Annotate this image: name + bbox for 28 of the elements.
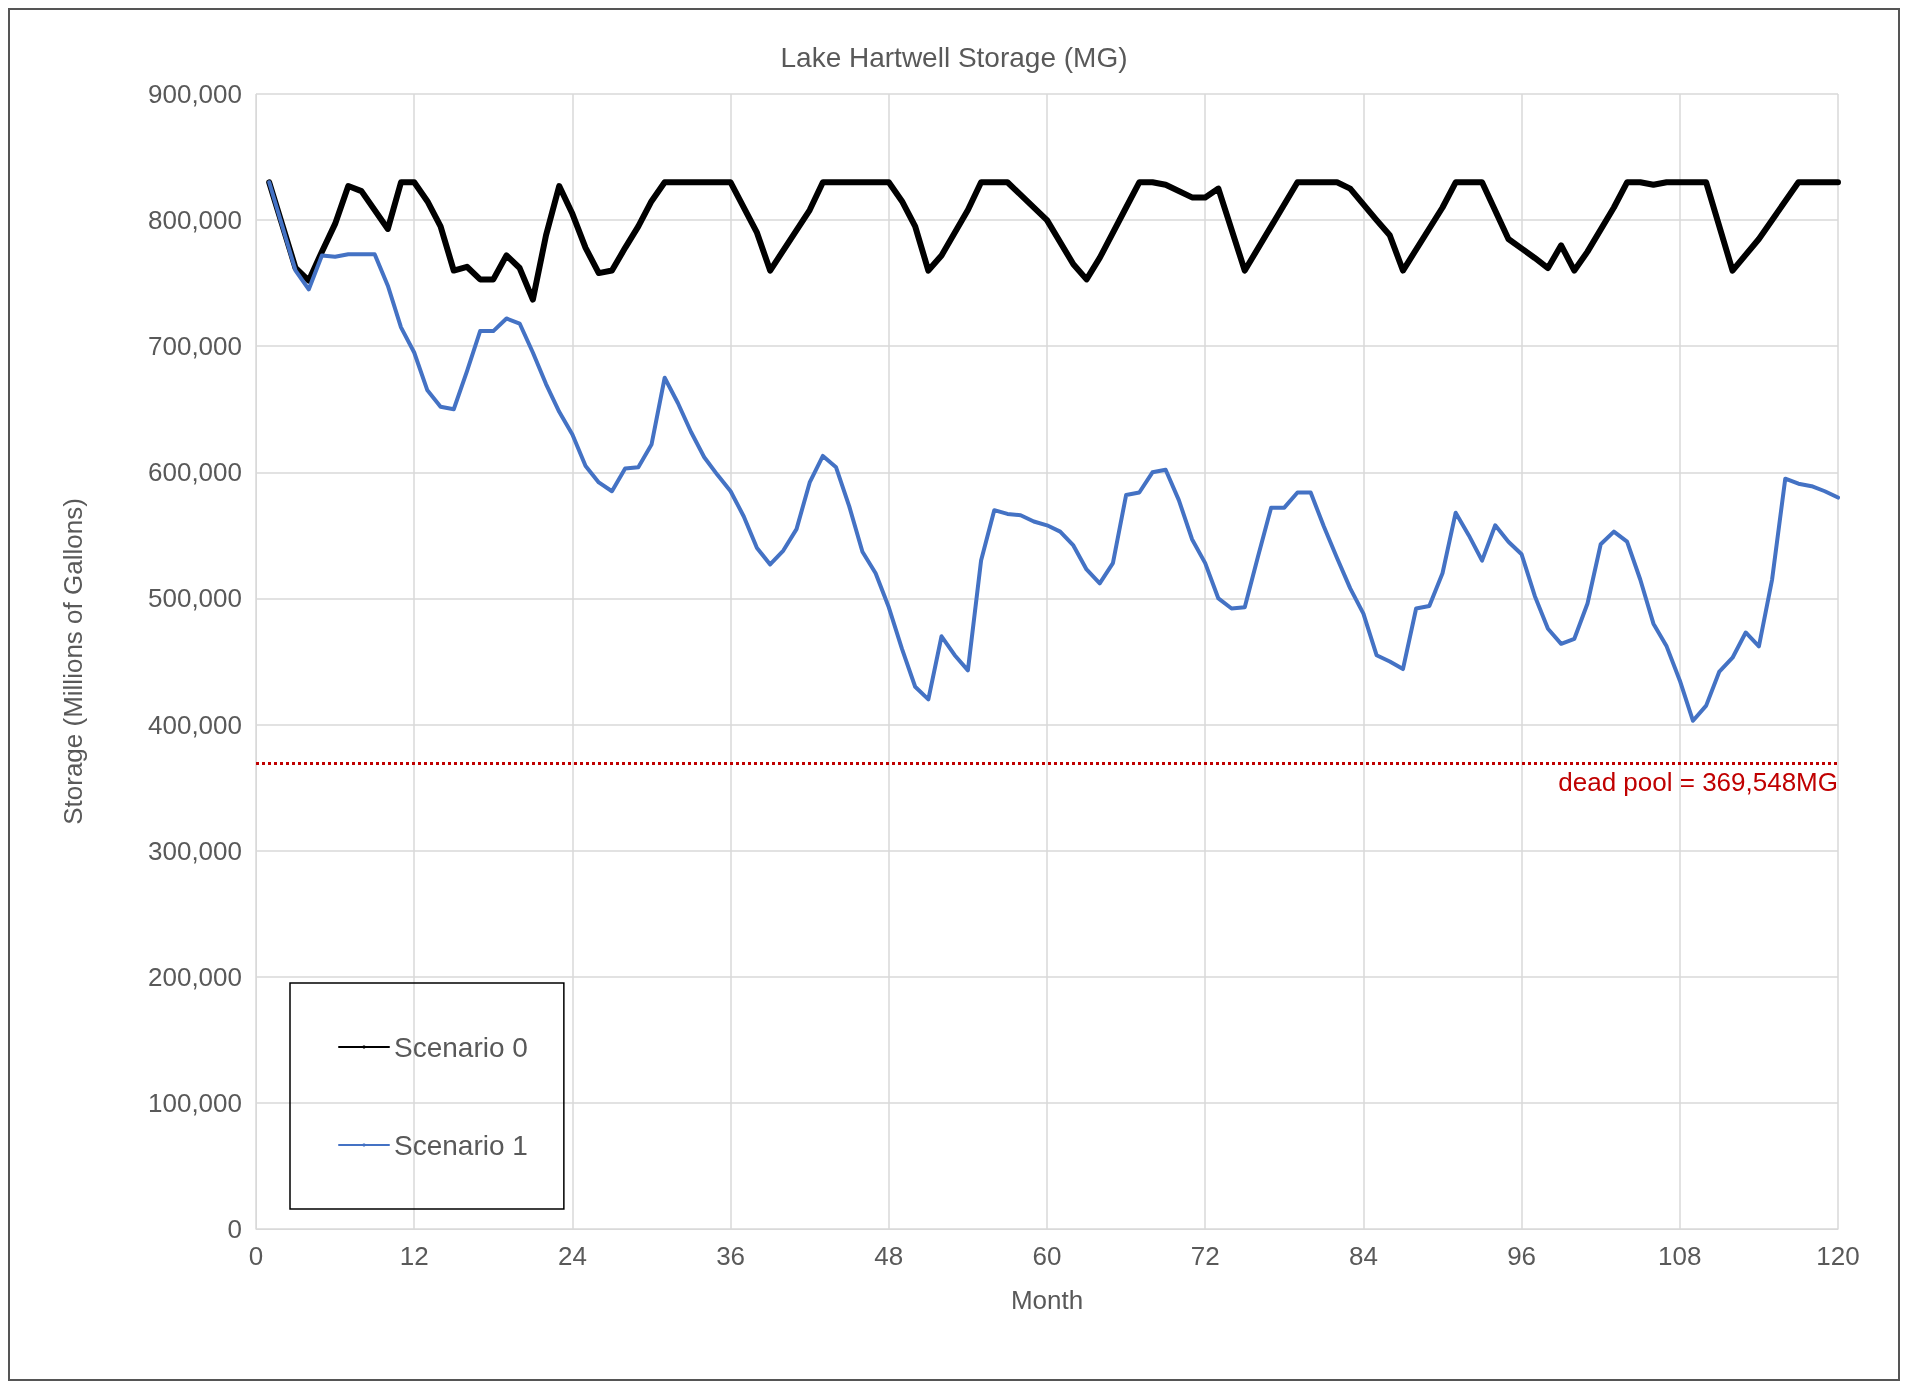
x-tick-label: 72 — [1190, 1241, 1220, 1271]
x-tick-label: 84 — [1348, 1241, 1378, 1271]
ref-line-label: dead pool = 369,548MG — [1558, 766, 1838, 797]
line-series — [267, 180, 1840, 723]
y-tick-label: 400,000 — [148, 709, 242, 740]
x-tick-label: 60 — [1032, 1241, 1062, 1271]
chart-title: Lake Hartwell Storage (MG) — [780, 41, 1128, 73]
y-tick-label: 300,000 — [148, 835, 242, 866]
x-axis-title: Month — [1010, 1285, 1084, 1315]
y-tick-label: 700,000 — [148, 331, 242, 362]
legend-label: Scenario 1 — [394, 1129, 528, 1161]
x-tick-label: 0 — [248, 1241, 264, 1271]
x-tick-label: 120 — [1816, 1241, 1860, 1271]
x-tick-label: 12 — [399, 1241, 429, 1271]
x-tick-label: 48 — [874, 1241, 904, 1271]
x-tick-label: 96 — [1507, 1241, 1537, 1271]
y-tick-label: 600,000 — [148, 457, 242, 488]
legend-label: Scenario 0 — [394, 1031, 528, 1063]
y-axis-title: Storage (Millions of Gallons) — [58, 498, 88, 825]
y-tick-label: 800,000 — [148, 205, 242, 236]
x-tick-label: 24 — [557, 1241, 587, 1271]
y-tick-label: 0 — [227, 1214, 242, 1244]
x-tick-label: 108 — [1658, 1241, 1702, 1271]
y-tick-label: 900,000 — [148, 79, 242, 109]
y-tick-label: 200,000 — [148, 961, 242, 992]
y-tick-label: 100,000 — [148, 1087, 242, 1118]
x-tick-label: 36 — [716, 1241, 746, 1271]
y-tick-label: 500,000 — [148, 583, 242, 614]
